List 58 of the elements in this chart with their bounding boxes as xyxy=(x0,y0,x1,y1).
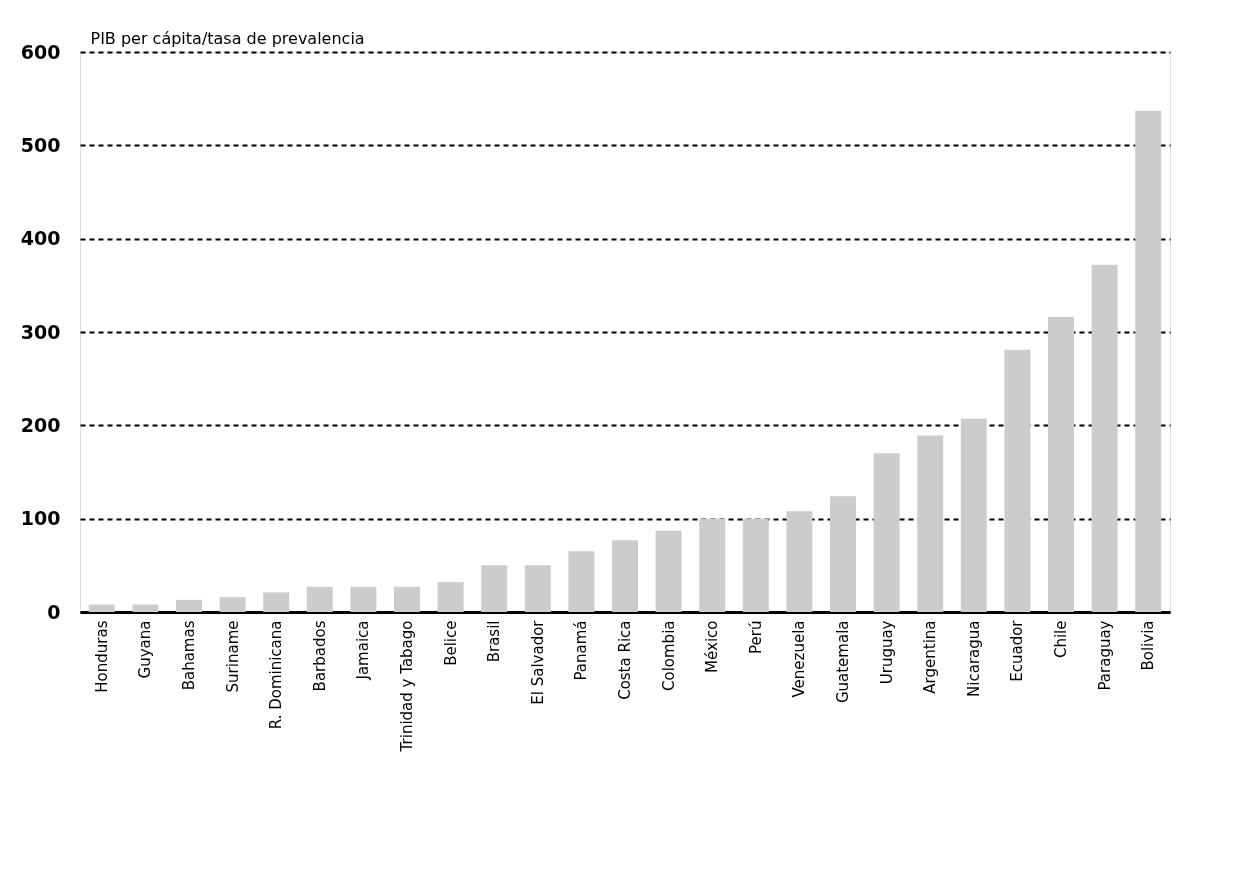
x-tick-label: Bolivia xyxy=(1139,620,1158,671)
x-tick-label: Belice xyxy=(441,620,460,666)
y-tick-label: 300 xyxy=(20,320,61,343)
x-tick-label: Uruguay xyxy=(877,620,896,685)
bar xyxy=(960,418,987,612)
bar xyxy=(437,582,464,612)
x-tick-label: Panamá xyxy=(572,620,591,681)
x-tick-label: Guatemala xyxy=(834,620,852,704)
bar xyxy=(350,586,377,612)
bar xyxy=(786,511,813,612)
x-tick-label: Costa Rica xyxy=(616,620,634,700)
x-tick-label: México xyxy=(703,620,722,673)
x-tick-label: Venezuela xyxy=(790,620,809,698)
x-tick-label: Chile xyxy=(1052,620,1070,659)
x-tick-label: Barbados xyxy=(310,620,329,692)
bar xyxy=(655,530,682,612)
bar xyxy=(830,496,856,612)
bar xyxy=(88,604,115,612)
bar xyxy=(524,565,551,612)
bar xyxy=(742,518,769,612)
x-tick-label: Bahamas xyxy=(180,620,198,691)
y-tick-label: 100 xyxy=(20,507,61,530)
y-tick-label: 400 xyxy=(20,227,61,250)
bar xyxy=(1135,110,1162,612)
x-tick-label: Jamaica xyxy=(354,620,373,681)
y-axis-title: PIB per cápita/tasa de prevalencia xyxy=(90,28,365,48)
bar xyxy=(481,565,508,612)
x-tick-label: Colombia xyxy=(659,620,678,691)
x-tick-label: Ecuador xyxy=(1008,619,1027,682)
x-tick-label: Nicaragua xyxy=(964,620,983,697)
bar xyxy=(263,592,290,612)
bar xyxy=(1048,317,1074,612)
bar xyxy=(568,551,595,612)
bar xyxy=(917,435,944,612)
bar xyxy=(394,586,420,612)
bar xyxy=(873,453,900,612)
bar xyxy=(612,540,638,612)
x-tick-label: Suriname xyxy=(223,620,242,693)
x-tick-label: Brasil xyxy=(485,620,504,663)
x-tick-label: Paraguay xyxy=(1095,620,1114,691)
x-tick-label: Trinidad y Tabago xyxy=(398,620,416,753)
y-tick-label: 0 xyxy=(47,600,61,623)
x-tick-label: Guyana xyxy=(136,620,155,679)
bar xyxy=(1004,349,1031,612)
bar xyxy=(306,586,333,612)
x-tick-label: Perú xyxy=(746,620,765,654)
bar xyxy=(176,599,202,612)
bar xyxy=(1091,264,1118,612)
x-tick-label: R. Dominicana xyxy=(267,620,286,730)
bar xyxy=(132,604,159,612)
x-tick-label: Honduras xyxy=(92,620,111,693)
bar xyxy=(699,518,726,612)
x-tick-label: El Salvador xyxy=(528,619,547,705)
y-tick-label: 200 xyxy=(20,413,61,436)
bar xyxy=(219,597,246,612)
y-tick-label: 600 xyxy=(20,40,61,63)
x-tick-label: Argentina xyxy=(921,620,940,694)
y-tick-label: 500 xyxy=(20,133,61,156)
